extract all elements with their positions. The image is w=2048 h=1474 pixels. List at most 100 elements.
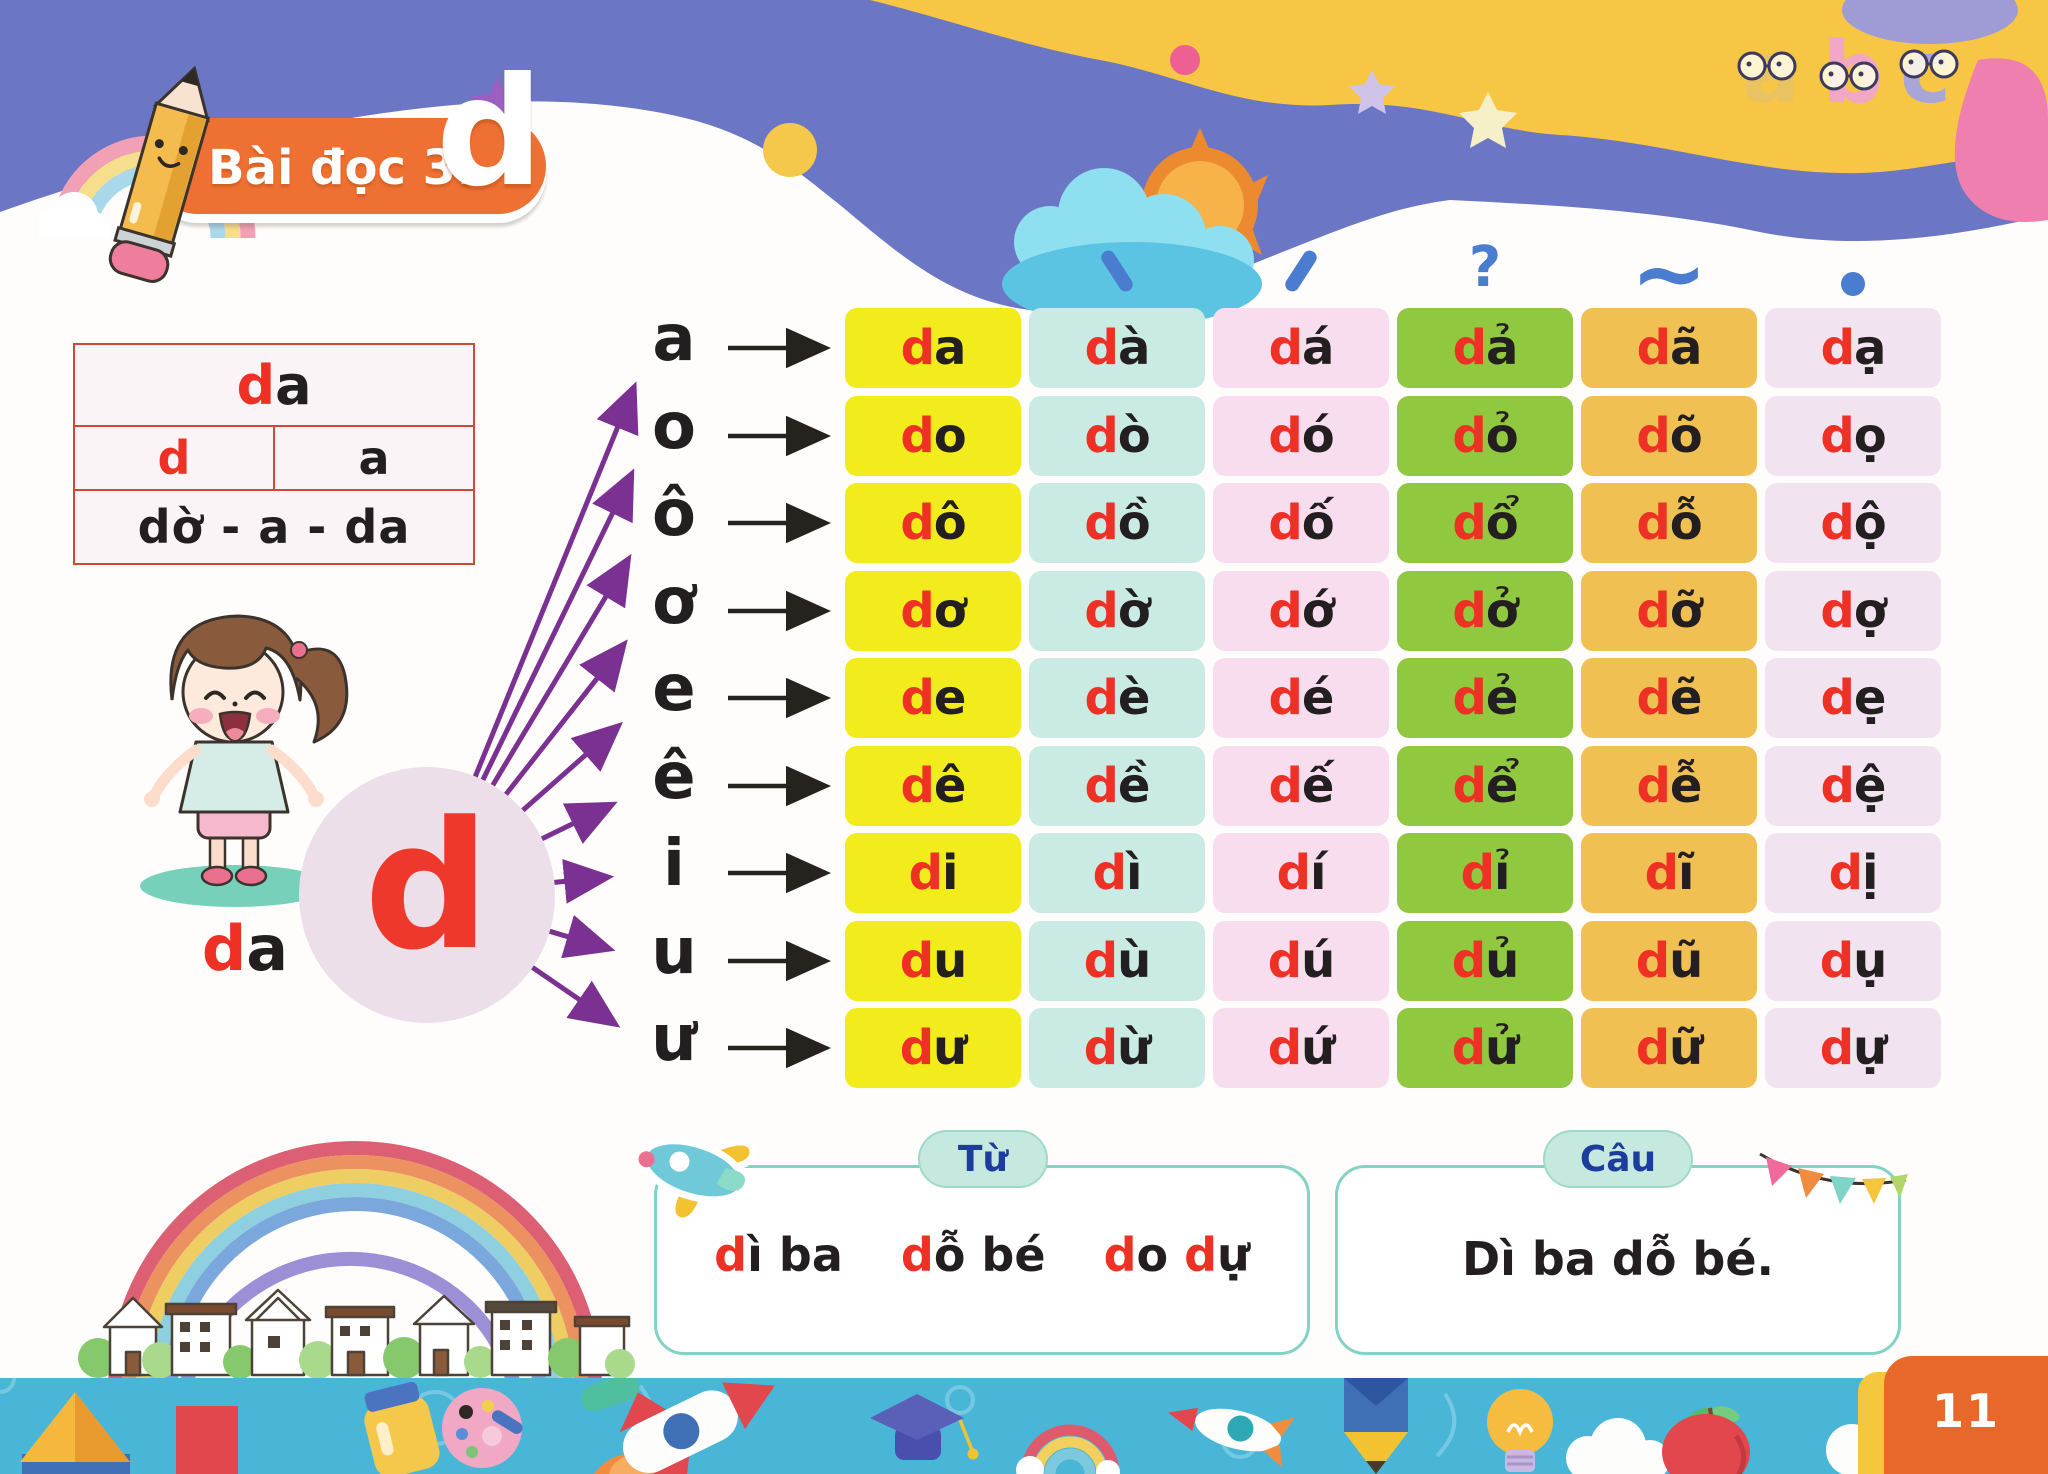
lesson-title-label: Bài đọc 3: [208, 140, 476, 196]
star-icon [1349, 70, 1395, 114]
sentence-box-label: Câu [1543, 1130, 1693, 1188]
words-box-label: Từ [918, 1130, 1048, 1188]
girl-illustration [140, 614, 349, 907]
pencil-icon [1344, 1378, 1408, 1474]
vowel-item: ư [651, 1002, 697, 1076]
pencil-mascot-icon [108, 65, 211, 283]
lesson-title-badge [150, 118, 546, 214]
vowel-item: u [651, 915, 697, 989]
paint-palette-icon [442, 1388, 523, 1468]
small-rainbow-icon [1016, 1424, 1120, 1474]
words-label-text: Từ [957, 1138, 1009, 1180]
word-item: do dự [1103, 1228, 1250, 1282]
breakdown-spelling: dờ - a - da [137, 499, 411, 554]
focus-letter-circle: d [299, 767, 555, 1023]
block-icon [176, 1406, 238, 1474]
airplane-sticker-icon [638, 1137, 757, 1225]
vowel-item: a [652, 302, 696, 376]
vowel-item: o [652, 390, 696, 464]
star-icon [471, 77, 525, 129]
vowel-item: ê [652, 740, 696, 814]
tone-mark-hoi: ? [1468, 235, 1502, 300]
sentence-label-text: Câu [1579, 1138, 1657, 1180]
pyramid-icon [20, 1392, 130, 1474]
bunting-flags-icon [1759, 1152, 1908, 1204]
graduation-cap-icon [870, 1394, 979, 1460]
girl-syllable-label: da [201, 912, 289, 985]
words-box [654, 1165, 1310, 1355]
breakdown-onset: d [75, 427, 275, 489]
rainbow-houses-illustration [78, 1141, 635, 1385]
small-rocket-icon [1168, 1407, 1295, 1468]
glasses-icon [1737, 51, 1797, 81]
word-item: dỗ bé [900, 1228, 1046, 1282]
vowel-item: e [652, 652, 696, 726]
glasses-icon [1819, 61, 1879, 91]
bottom-decorative-strip [0, 1378, 2048, 1474]
word-item: dì ba [714, 1228, 843, 1282]
breakdown-vowel: a [358, 431, 390, 485]
jar-icon [364, 1381, 440, 1474]
sun-dot-icon [763, 123, 817, 177]
sentence-text: Dì ba dỗ bé. [1461, 1232, 1775, 1286]
apple-icon [1662, 1406, 1750, 1474]
vowel-item: ô [652, 477, 696, 551]
cloud-icon [1566, 1418, 1670, 1474]
star-icon [1459, 92, 1517, 148]
focus-letter: d [364, 784, 490, 989]
vowel-item: i [663, 827, 685, 901]
tone-mark-nga: ~ [1630, 220, 1708, 327]
